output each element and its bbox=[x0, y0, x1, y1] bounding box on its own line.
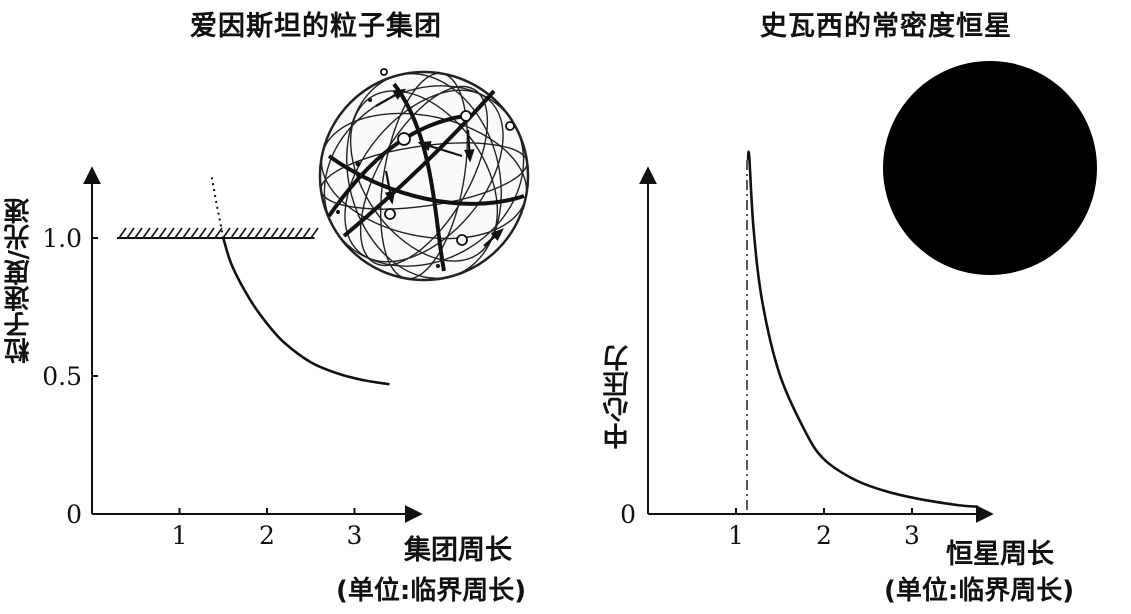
right-y-tick-label: 0 bbox=[620, 500, 636, 529]
right-chart-title: 史瓦西的常密度恒星 bbox=[760, 11, 1012, 42]
right-x-axis-label: 恒星周长 bbox=[946, 539, 1054, 570]
right-x-tick-label: 1 bbox=[728, 521, 744, 550]
left-y-tick-label: 1.0 bbox=[42, 224, 82, 253]
left-y-tick-label: 0.5 bbox=[42, 362, 82, 391]
particle-cluster-sphere-icon bbox=[318, 68, 530, 282]
left-dotted-extension bbox=[210, 177, 225, 239]
left-x-axis-unit: (单位:临界周长) bbox=[336, 576, 527, 606]
left-y-tick-label: 0 bbox=[66, 500, 82, 529]
left-x-tick-label: 2 bbox=[259, 521, 275, 550]
left-x-axis-label: 集团周长 bbox=[404, 535, 512, 566]
right-x-tick-label: 3 bbox=[904, 521, 920, 550]
left-x-tick-label: 3 bbox=[347, 521, 363, 550]
left-x-tick-label: 1 bbox=[172, 521, 188, 550]
right-x-axis-unit: (单位:临界周长) bbox=[884, 576, 1075, 606]
black-star-disc-icon bbox=[883, 61, 1097, 275]
left-chart-title: 爱因斯坦的粒子集团 bbox=[190, 11, 442, 42]
left-limit-line-hatched bbox=[117, 227, 319, 239]
right-data-curve bbox=[746, 150, 979, 508]
right-x-tick-label: 2 bbox=[816, 521, 832, 550]
left-data-curve bbox=[222, 237, 390, 386]
